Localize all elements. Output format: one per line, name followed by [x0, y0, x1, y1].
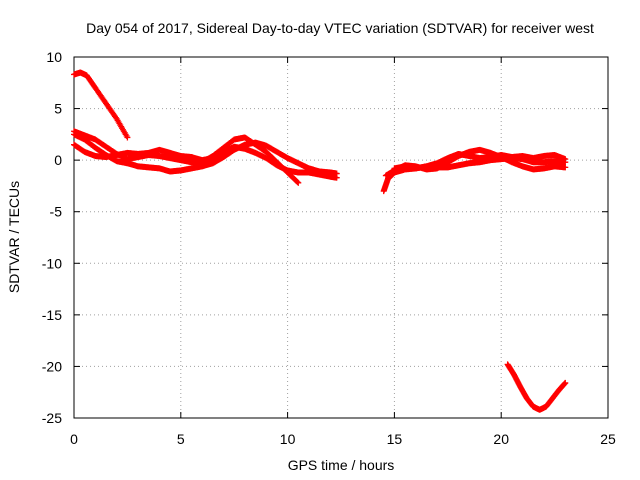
data-point-fill: [294, 178, 301, 185]
y-tick-label: -25: [42, 410, 62, 426]
x-tick-label: 10: [280, 431, 296, 447]
x-tick-label: 0: [70, 431, 78, 447]
series-track-h: [504, 361, 569, 413]
data-point: [333, 174, 340, 181]
y-tick-label: 0: [54, 152, 62, 168]
y-tick-label: 5: [54, 101, 62, 117]
series-track-f: [382, 146, 569, 179]
data-series: [71, 69, 569, 413]
data-point: [124, 134, 131, 141]
data-point: [295, 179, 302, 186]
data-point: [562, 164, 569, 171]
y-tick-label: -20: [42, 358, 62, 374]
y-tick-label: 10: [46, 49, 62, 65]
series-track-e: [380, 155, 569, 195]
x-axis-title: GPS time / hours: [288, 457, 395, 473]
plot-frame: [73, 56, 609, 419]
y-tick-label: -5: [50, 204, 63, 220]
series-track-a: [71, 69, 131, 141]
grid: [74, 57, 608, 418]
y-tick-labels: -25 -20 -15 -10 -5 0 5 10: [42, 49, 62, 426]
series-track-g: [391, 150, 569, 172]
x-tick-label: 25: [600, 431, 616, 447]
x-tick-label: 15: [387, 431, 403, 447]
y-tick-label: -10: [42, 255, 62, 271]
y-axis-title: SDTVAR / TECUs: [6, 181, 22, 293]
series-track-d: [71, 128, 302, 186]
series-track-b: [71, 131, 340, 177]
y-tick-label: -15: [42, 307, 62, 323]
x-tick-labels: 0 5 10 15 20 25: [70, 431, 616, 447]
chart-title: Day 054 of 2017, Sidereal Day-to-day VTE…: [86, 20, 594, 36]
data-point: [562, 379, 569, 386]
x-tick-label: 20: [493, 431, 509, 447]
axis-ticks: [73, 56, 609, 419]
x-tick-label: 5: [177, 431, 185, 447]
data-point: [562, 156, 569, 163]
